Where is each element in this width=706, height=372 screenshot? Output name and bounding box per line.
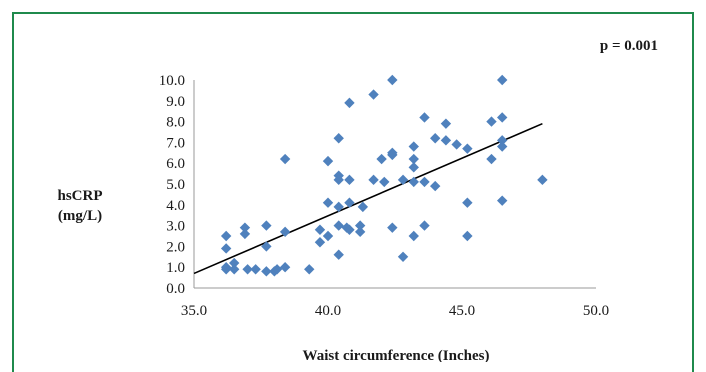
- data-point-marker: [397, 251, 409, 262]
- data-point-marker: [419, 220, 430, 231]
- data-point-marker: [229, 257, 240, 269]
- y-tick-label: 5.0: [166, 177, 185, 193]
- data-point-marker: [354, 220, 366, 231]
- data-point-marker: [451, 139, 462, 150]
- data-point-marker: [537, 174, 548, 186]
- data-point-marker: [261, 220, 272, 231]
- data-point-marker: [333, 133, 344, 144]
- data-point-marker: [497, 135, 508, 146]
- data-point-marker: [497, 141, 508, 152]
- data-point-marker: [220, 230, 232, 242]
- data-point-marker: [486, 116, 497, 127]
- y-tick-label: 10.0: [159, 73, 185, 89]
- data-point-marker: [397, 174, 409, 186]
- data-point-marker: [304, 264, 315, 275]
- x-tick-label: 35.0: [181, 303, 207, 319]
- x-tick-label: 45.0: [449, 303, 475, 319]
- x-axis-title: Waist circumference (Inches): [303, 348, 490, 362]
- y-tick-label: 7.0: [166, 135, 185, 151]
- data-point-marker: [408, 176, 419, 188]
- data-point-marker: [462, 197, 473, 208]
- y-tick-label: 0.0: [166, 281, 185, 297]
- data-point-marker: [440, 135, 452, 146]
- data-point-marker: [344, 197, 355, 208]
- y-tick-label: 8.0: [166, 115, 185, 131]
- data-point-marker: [314, 237, 326, 248]
- data-point-marker: [314, 224, 326, 235]
- y-axis-title-line-1: hsCRP: [57, 188, 102, 204]
- data-point-marker: [408, 162, 419, 173]
- data-point-marker: [261, 241, 272, 252]
- data-point-marker: [261, 266, 272, 277]
- chart-frame: p = 0.001 hsCRP (mg/L) 0.0 1.0 2.0 3.0 4.0 5.…: [12, 12, 694, 372]
- data-point-marker: [333, 220, 344, 231]
- data-point-marker: [344, 174, 355, 186]
- data-point-marker: [220, 243, 232, 254]
- data-point-marker: [333, 174, 344, 186]
- data-point-marker: [462, 143, 473, 154]
- y-tick-label: 1.0: [166, 260, 185, 276]
- data-point-marker: [344, 97, 355, 109]
- data-point-marker: [376, 153, 387, 165]
- data-point-marker: [322, 155, 334, 167]
- data-point-marker: [387, 74, 398, 86]
- data-point-marker: [229, 264, 240, 275]
- data-point-marker: [357, 201, 369, 213]
- data-point-marker: [440, 118, 452, 129]
- data-point-marker: [497, 74, 508, 86]
- data-point-marker: [250, 264, 261, 275]
- data-point-marker: [408, 153, 419, 165]
- data-point-marker: [497, 112, 508, 123]
- data-point-marker: [322, 197, 334, 208]
- data-point-marker: [419, 176, 430, 188]
- data-point-marker: [333, 201, 344, 213]
- y-tick-label: 6.0: [166, 156, 185, 172]
- data-point-marker: [368, 174, 379, 186]
- data-point-marker: [239, 222, 251, 233]
- data-point-marker: [344, 224, 355, 235]
- data-point-marker: [486, 153, 497, 165]
- data-point-marker: [387, 149, 398, 161]
- x-tick-label: 40.0: [315, 303, 341, 319]
- data-point-marker: [430, 133, 441, 144]
- data-point-marker: [279, 226, 291, 238]
- data-point-marker: [430, 180, 441, 192]
- data-point-marker: [239, 228, 251, 240]
- y-tick-label: 2.0: [166, 239, 185, 255]
- data-point-marker: [408, 230, 419, 242]
- p-value-annotation: p = 0.001: [600, 38, 658, 54]
- data-point-marker: [408, 141, 419, 152]
- data-point-marker: [322, 230, 334, 242]
- data-point-marker: [354, 226, 366, 238]
- data-point-marker: [333, 249, 344, 260]
- y-tick-label: 4.0: [166, 198, 185, 214]
- y-tick-label: 3.0: [166, 219, 185, 235]
- y-tick-label: 9.0: [166, 94, 185, 110]
- data-point-marker: [379, 176, 390, 188]
- data-point-marker: [279, 262, 291, 273]
- data-point-marker: [368, 89, 379, 100]
- data-point-marker: [419, 112, 430, 123]
- data-point-marker: [462, 230, 473, 242]
- data-point-marker: [279, 153, 291, 165]
- scatter-chart: p = 0.001 hsCRP (mg/L) 0.0 1.0 2.0 3.0 4.0 5.…: [57, 38, 658, 362]
- y-axis-title-line-2: (mg/L): [58, 208, 102, 224]
- data-point-marker: [387, 222, 398, 233]
- x-tick-label: 50.0: [583, 303, 609, 319]
- data-point-marker: [497, 195, 508, 206]
- trendline: [193, 122, 543, 275]
- data-point-marker: [242, 264, 253, 275]
- data-point-marker: [271, 264, 283, 275]
- data-point-marker: [220, 264, 232, 275]
